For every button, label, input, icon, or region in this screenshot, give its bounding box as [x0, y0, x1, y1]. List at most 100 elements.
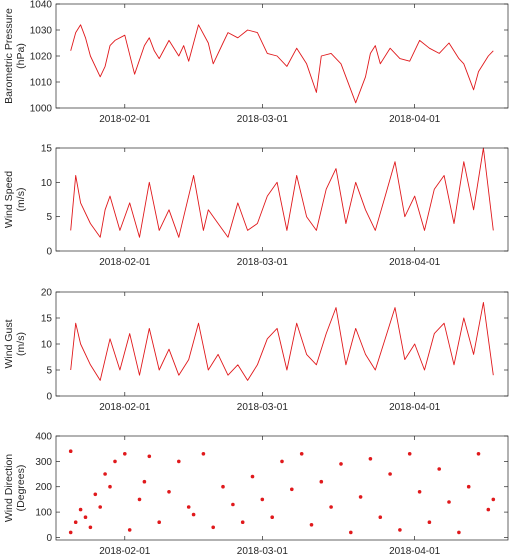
scatter-point [78, 507, 83, 512]
axes-box [55, 147, 509, 252]
x-tick-label: 2018-04-01 [389, 546, 441, 557]
scatter-point [417, 490, 422, 494]
scatter-point [457, 530, 461, 535]
x-tick-label: 2018-03-01 [237, 257, 289, 268]
scatter-point [186, 505, 191, 509]
y-tick-label: 1030 [30, 26, 53, 37]
scatter-point [147, 454, 152, 459]
y-tick-label: 15 [41, 144, 53, 155]
y-tick-label: 15 [41, 314, 53, 325]
scatter-point [447, 500, 451, 504]
y-tick-label: 0 [46, 247, 52, 258]
scatter-point [137, 497, 142, 502]
scatter-point [388, 472, 392, 476]
scatter-point [123, 452, 127, 456]
y-tick-label: 0 [46, 392, 52, 403]
scatter-point [378, 515, 383, 519]
scatter-point [127, 528, 132, 532]
y-axis-label: Wind Speed [3, 171, 15, 228]
scatter-point [358, 495, 363, 499]
scatter-point [260, 497, 265, 502]
scatter-point [167, 490, 171, 494]
series-line-0 [70, 24, 494, 104]
x-tick-label: 2018-04-01 [389, 257, 441, 268]
scatter-point [177, 459, 181, 464]
y-tick-label: 0 [46, 533, 52, 544]
x-tick-label: 2018-04-01 [389, 402, 441, 413]
y-tick-label: 1000 [30, 104, 53, 115]
scatter-point [221, 484, 225, 489]
chart-panel-4: 0 100 200 300 400 2018-02-01 2018-03-01 2018-04… [3, 432, 509, 557]
scatter-point [466, 484, 471, 489]
scatter-point [231, 502, 235, 507]
y-tick-label: 300 [35, 457, 52, 468]
x-tick-label: 2018-02-01 [99, 257, 151, 268]
axes-box [55, 435, 509, 541]
scatter-point [68, 449, 73, 454]
scatter-point [486, 507, 491, 512]
scatter-point [299, 452, 304, 456]
y-axis-label: (hPa) [15, 43, 27, 69]
chart-panel-3: 0 5 10 15 20 2018-02-01 2018-03-01 2018-04-01 Wi… [3, 288, 509, 413]
scatter-point [103, 472, 107, 476]
axes-box [55, 3, 509, 109]
y-tick-label: 400 [35, 432, 52, 443]
scatter-point [476, 452, 481, 456]
y-tick-label: 20 [41, 288, 53, 299]
x-tick-label: 2018-03-01 [237, 114, 289, 125]
scatter-point [240, 520, 245, 524]
x-tick-label: 2018-03-01 [237, 402, 289, 413]
scatter-point [437, 467, 442, 471]
scatter-point [93, 492, 98, 497]
y-tick-label: 200 [35, 482, 52, 493]
y-tick-label: 1020 [30, 52, 53, 63]
chart-panel-1: 1000 1010 1020 1030 1040 2018-02-01 2018-03-01… [3, 0, 509, 125]
scatter-point [329, 505, 333, 509]
x-tick-label: 2018-04-01 [389, 114, 441, 125]
scatter-point [88, 525, 93, 530]
x-tick-label: 2018-03-01 [237, 546, 289, 557]
y-tick-label: 1040 [30, 0, 53, 11]
scatter-point [349, 530, 353, 535]
scatter-point [73, 520, 78, 524]
scatter-point [290, 487, 294, 492]
scatter-point [201, 452, 206, 456]
y-axis-label: (Degrees) [15, 465, 27, 512]
scatter-point [309, 523, 314, 527]
y-tick-label: 5 [46, 366, 52, 377]
scatter-point [83, 515, 88, 519]
y-tick-label: 10 [41, 340, 53, 351]
axes-box [55, 291, 509, 397]
scatter-point [98, 505, 102, 509]
scatter-point [211, 525, 215, 530]
x-tick-label: 2018-02-01 [99, 546, 151, 557]
scatter-point [113, 459, 117, 464]
series-line-0 [70, 301, 494, 381]
scatter-point [368, 457, 373, 461]
scatter-point [142, 479, 147, 484]
y-axis-label: Barometric Pressure [3, 8, 15, 104]
series-line-0 [70, 147, 494, 238]
scatter-point [191, 512, 196, 517]
scatter-point [108, 484, 112, 489]
y-tick-label: 10 [41, 178, 53, 189]
scatter-point [250, 474, 255, 479]
y-tick-label: 5 [46, 212, 52, 223]
scatter-point [491, 497, 496, 502]
scatter-point [319, 479, 324, 484]
scatter-point [157, 520, 161, 524]
x-tick-label: 2018-02-01 [99, 402, 151, 413]
x-tick-label: 2018-02-01 [99, 114, 151, 125]
scatter-point [427, 520, 432, 524]
scatter-point [280, 459, 284, 464]
y-axis-label: (m/s) [15, 188, 27, 212]
scatter-point [398, 528, 402, 532]
y-axis-label: Wind Gust [3, 319, 15, 368]
y-tick-label: 1010 [30, 78, 53, 89]
scatter-point [407, 452, 412, 456]
scatter-point [339, 462, 343, 466]
scatter-point [270, 515, 275, 519]
scatter-point [68, 530, 73, 535]
chart-panel-2: 0 5 10 15 2018-02-01 2018-03-01 2018-04-01 Wind… [3, 144, 509, 268]
